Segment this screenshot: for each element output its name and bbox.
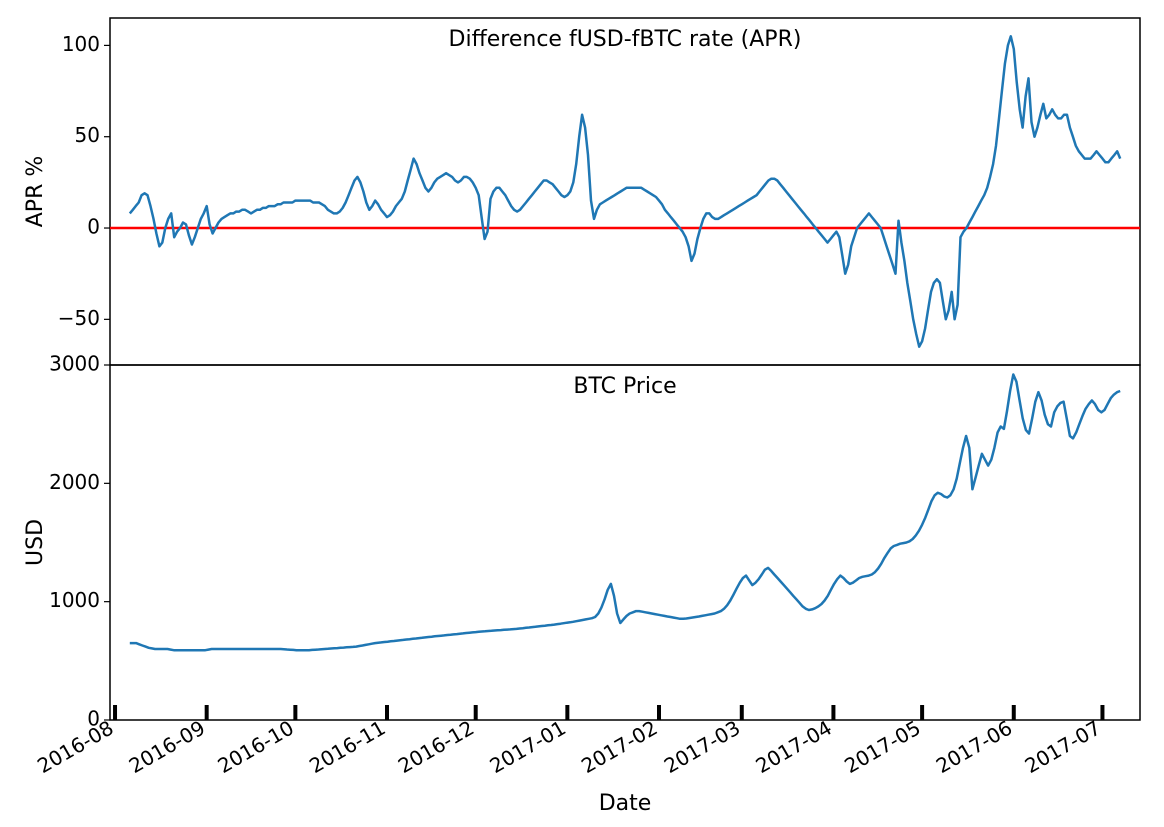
top-panel-title: Difference fUSD-fBTC rate (APR) xyxy=(449,27,802,52)
ytick-label: 1000 xyxy=(49,588,100,612)
ytick-label: −50 xyxy=(58,306,100,330)
ytick-label: 3000 xyxy=(49,352,100,376)
chart-container: −50 0 50 100 Difference fUSD-fBTC rate (APR)… xyxy=(0,0,1164,827)
ytick-label: 100 xyxy=(62,32,100,56)
ytick-label: 0 xyxy=(87,215,100,239)
chart-svg: −50 0 50 100 Difference fUSD-fBTC rate (APR)… xyxy=(0,0,1164,827)
top-ylabel: APR % xyxy=(23,156,48,228)
x-axis-label: Date xyxy=(599,791,652,816)
ytick-label: 50 xyxy=(75,123,100,147)
bottom-ylabel: USD xyxy=(23,519,48,566)
bottom-panel-title: BTC Price xyxy=(573,374,676,399)
ytick-label: 2000 xyxy=(49,470,100,494)
